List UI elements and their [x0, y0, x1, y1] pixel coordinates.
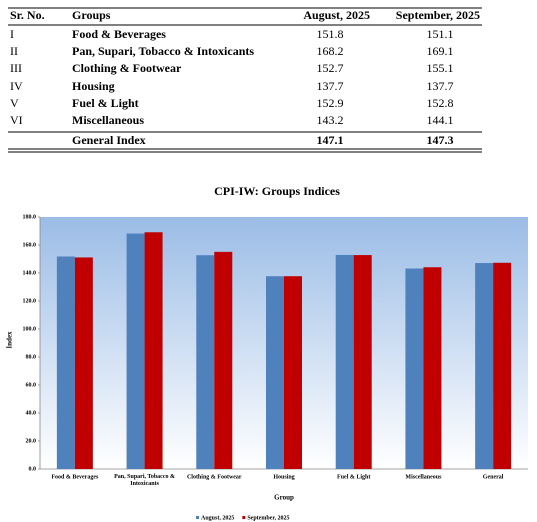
legend-swatch: [242, 516, 246, 519]
x-tick-label: General: [483, 474, 504, 480]
table-cell: 152.7: [317, 61, 344, 75]
y-tick-label: 180.0: [23, 214, 37, 220]
y-axis-label: Index: [6, 331, 14, 349]
y-tick-label: 80.0: [26, 354, 37, 360]
table-cell: 152.9: [317, 96, 344, 110]
y-tick-label: 20.0: [26, 438, 37, 444]
table-cell: 152.8: [427, 96, 454, 110]
x-tick-label: Food & Beverages: [51, 474, 99, 480]
y-tick-label: 40.0: [26, 410, 37, 416]
bar: [144, 232, 163, 469]
table-cell: Pan, Supari, Tobacco & Intoxicants: [72, 44, 254, 58]
table-cell: 151.8: [317, 27, 344, 41]
x-tick-label: Clothing & Footwear: [187, 474, 242, 480]
table-cell: Clothing & Footwear: [72, 61, 182, 75]
table-footer-label: General Index: [72, 133, 146, 147]
bar: [56, 256, 75, 469]
x-tick-label: Housing: [273, 474, 294, 480]
bar: [284, 276, 302, 469]
y-tick-label: 120.0: [23, 298, 37, 304]
table-cell: 169.1: [427, 44, 454, 58]
table-cell: V: [10, 96, 19, 110]
table-cell: VI: [10, 113, 23, 127]
y-tick-label: 160.0: [23, 242, 37, 248]
chart-title: CPI-IW: Groups Indices: [214, 184, 340, 198]
y-tick-label: 60.0: [26, 382, 37, 388]
y-tick-label: 140.0: [23, 270, 37, 276]
y-tick-label: 0.0: [29, 466, 37, 472]
table-cell: 155.1: [427, 61, 454, 75]
table-footer-value: 147.3: [427, 133, 454, 147]
x-tick-label: Miscellaneous: [405, 474, 442, 480]
x-tick-label: Fuel & Light: [337, 474, 370, 480]
bar: [126, 233, 145, 469]
table-header: Groups: [72, 8, 111, 22]
x-axis-label: Group: [274, 494, 294, 502]
bar: [353, 255, 372, 469]
table: [8, 7, 482, 153]
bar: [214, 251, 233, 469]
bar: [335, 254, 354, 469]
bar: [475, 263, 494, 469]
table-cell: IV: [10, 79, 23, 93]
bar: [74, 257, 93, 469]
x-tick-label: Pan, Supari, Tobacco & Intoxicants: [114, 474, 175, 487]
table-cell: Miscellaneous: [72, 113, 144, 127]
table-cell: 144.1: [427, 113, 454, 127]
table-cell: Fuel & Light: [72, 96, 139, 110]
table-cell: 151.1: [427, 27, 454, 41]
table-cell: Food & Beverages: [72, 27, 166, 41]
table-cell: Housing: [72, 79, 115, 93]
y-tick-label: 100.0: [23, 326, 37, 332]
table-cell: III: [10, 61, 22, 75]
legend-label: August, 2025: [201, 515, 234, 521]
table-cell: 143.2: [317, 113, 344, 127]
table-cell: 168.2: [317, 44, 344, 58]
table-cell: I: [10, 27, 14, 41]
table-header: Sr. No.: [10, 8, 45, 22]
table-header: September, 2025: [396, 8, 480, 22]
table-cell: 137.7: [317, 79, 344, 93]
bar: [423, 267, 442, 469]
table-cell: II: [10, 44, 18, 58]
bar: [266, 276, 284, 469]
table-header: August, 2025: [303, 8, 370, 22]
table-cell: 137.7: [427, 79, 454, 93]
legend-label: September, 2025: [247, 515, 289, 521]
table-footer-value: 147.1: [317, 133, 344, 147]
legend-swatch: [196, 516, 199, 519]
bar: [196, 255, 215, 469]
bar: [405, 268, 424, 469]
bar: [493, 262, 512, 469]
